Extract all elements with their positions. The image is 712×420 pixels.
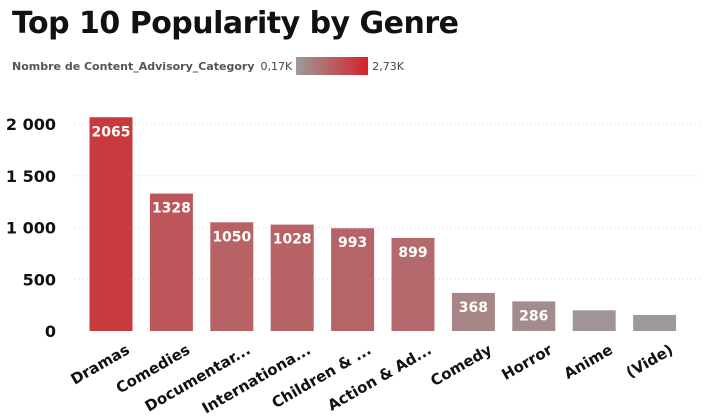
y-tick-label: 500 — [23, 270, 56, 289]
category-label: Horror — [498, 340, 555, 384]
category-label: (Vide) — [623, 341, 676, 382]
data-label: 1028 — [273, 232, 312, 248]
legend-min-label: 0,17K — [260, 59, 293, 73]
color-legend: Nombre de Content_Advisory_Category 0,17… — [12, 57, 404, 75]
bar — [149, 193, 193, 331]
legend-label: Nombre de Content_Advisory_Category — [12, 59, 255, 73]
bar — [270, 224, 314, 331]
y-tick-label: 1 000 — [6, 219, 56, 238]
data-label: 2065 — [92, 124, 131, 140]
bar — [512, 301, 556, 331]
bar — [210, 222, 254, 331]
data-label: 286 — [519, 308, 548, 324]
legend-gradient-bar — [296, 57, 369, 75]
bar — [331, 228, 375, 331]
bar — [451, 292, 495, 331]
y-tick-label: 2 000 — [6, 115, 56, 134]
bar — [572, 310, 616, 331]
y-tick-label: 1 500 — [6, 167, 56, 186]
y-tick-label: 0 — [45, 322, 56, 341]
data-label: 1328 — [152, 201, 191, 217]
bar — [89, 117, 133, 332]
data-label: 1050 — [212, 229, 251, 245]
category-label: Internationa... — [199, 341, 314, 418]
data-label: 899 — [398, 245, 427, 261]
bar — [391, 237, 435, 331]
bar — [633, 314, 677, 331]
category-label: Anime — [561, 341, 616, 383]
category-label: Comedy — [427, 340, 495, 390]
data-label: 993 — [338, 235, 367, 251]
legend-max-label: 2,73K — [372, 59, 404, 73]
category-label: Documentar... — [142, 341, 254, 416]
chart-title: Top 10 Popularity by Genre — [12, 6, 459, 41]
category-label: Action & Ad... — [324, 341, 434, 415]
data-label: 368 — [459, 300, 488, 316]
